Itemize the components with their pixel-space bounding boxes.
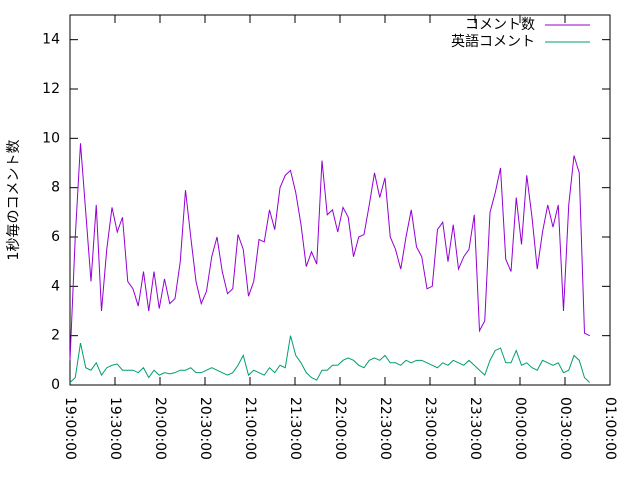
x-tick-label: 19:00:00 (62, 397, 78, 460)
y-tick-label: 10 (42, 130, 60, 146)
legend-label: 英語コメント (451, 33, 535, 50)
y-tick-label: 8 (51, 180, 60, 196)
y-axis-label: 1秒毎のコメント数 (6, 140, 22, 261)
plot-frame (69, 14, 611, 386)
series-line (69, 335, 591, 383)
legend-label: コメント数 (465, 17, 535, 33)
x-tick-label: 22:00:00 (332, 397, 348, 460)
x-tick-label: 21:00:00 (242, 397, 258, 460)
y-tick-label: 12 (42, 81, 60, 97)
x-tick-label: 00:00:00 (512, 397, 528, 460)
y-tick-label: 2 (51, 328, 60, 344)
x-tick-label: 20:30:00 (197, 397, 213, 460)
x-tick-label: 19:30:00 (107, 397, 123, 460)
y-tick-label: 14 (42, 32, 60, 48)
x-tick-label: 21:30:00 (287, 397, 303, 460)
series-line (69, 143, 590, 361)
y-tick-label: 0 (51, 377, 60, 393)
x-tick-label: 22:30:00 (377, 397, 393, 460)
x-tick-label: 23:30:00 (467, 397, 483, 460)
x-tick-label: 23:00:00 (422, 397, 438, 460)
x-tick-label: 01:00:00 (602, 397, 618, 460)
y-tick-label: 4 (51, 278, 60, 294)
x-tick-label: 00:30:00 (557, 397, 573, 460)
x-tick-label: 20:00:00 (152, 397, 168, 460)
y-tick-label: 6 (51, 229, 60, 245)
